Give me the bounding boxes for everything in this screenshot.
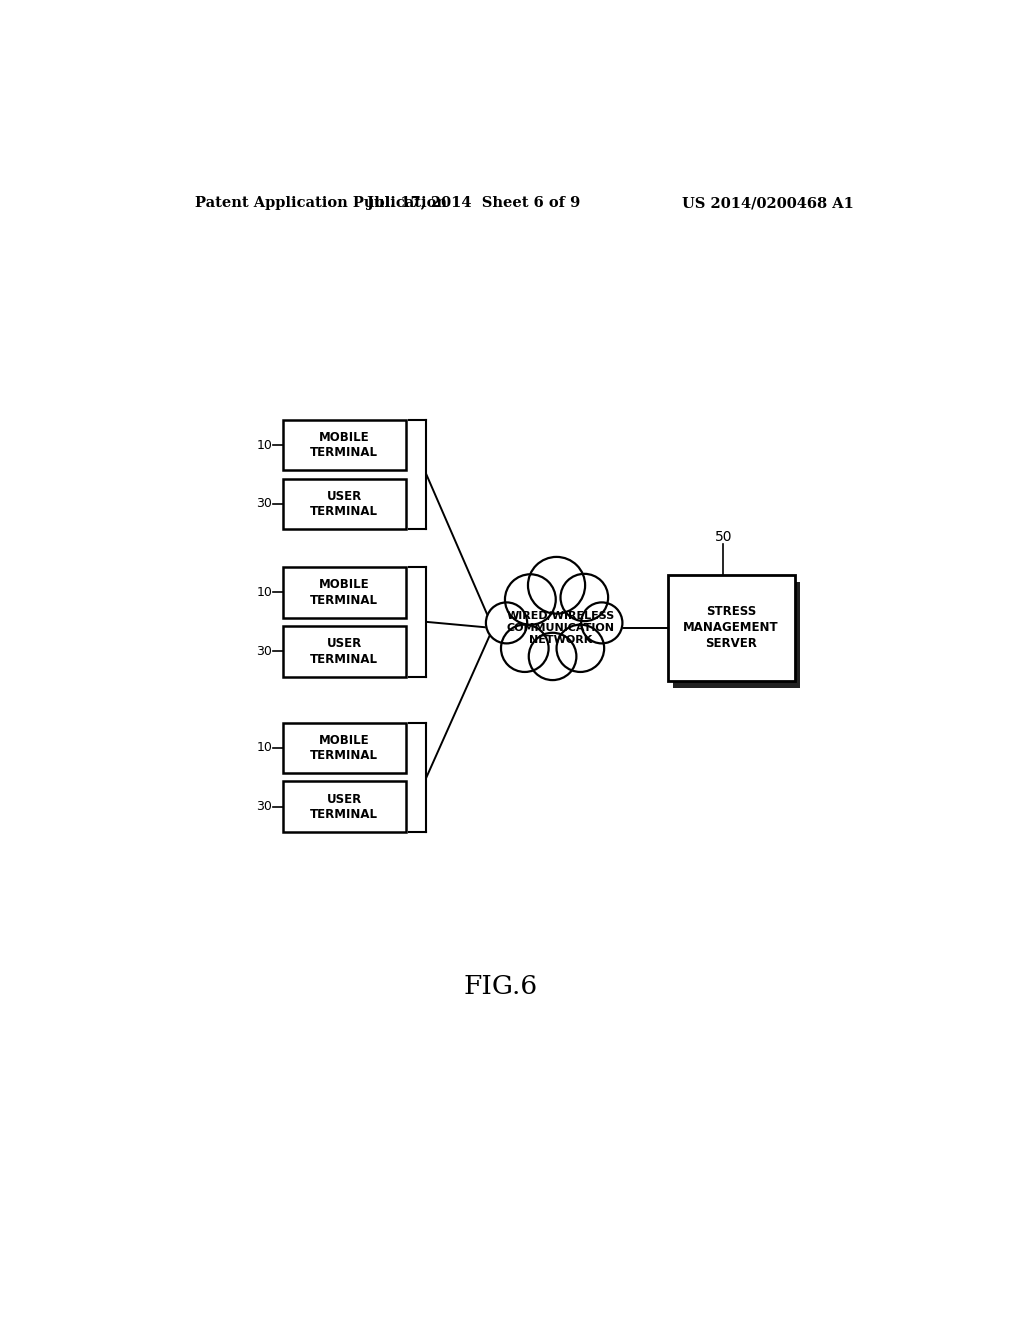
Text: Jul. 17, 2014  Sheet 6 of 9: Jul. 17, 2014 Sheet 6 of 9 xyxy=(367,195,580,210)
Bar xyxy=(673,582,800,689)
Ellipse shape xyxy=(557,624,604,672)
Bar xyxy=(283,781,406,833)
Text: 10: 10 xyxy=(257,586,272,599)
Text: 30: 30 xyxy=(257,498,272,511)
Ellipse shape xyxy=(528,632,577,680)
Text: MOBILE
TERMINAL: MOBILE TERMINAL xyxy=(310,430,378,459)
Ellipse shape xyxy=(582,602,623,643)
Ellipse shape xyxy=(486,602,527,643)
Text: Patent Application Publication: Patent Application Publication xyxy=(196,195,447,210)
Text: WIRED/WIRELESS
COMMUNICATION
NETWORK: WIRED/WIRELESS COMMUNICATION NETWORK xyxy=(507,611,614,645)
Text: 50: 50 xyxy=(715,531,732,544)
Text: USER
TERMINAL: USER TERMINAL xyxy=(310,490,378,519)
Text: 10: 10 xyxy=(257,438,272,451)
Text: FIG.6: FIG.6 xyxy=(464,974,538,999)
Text: MOBILE
TERMINAL: MOBILE TERMINAL xyxy=(310,734,378,762)
Bar xyxy=(283,626,406,677)
Text: STRESS
MANAGEMENT
SERVER: STRESS MANAGEMENT SERVER xyxy=(683,606,779,651)
Ellipse shape xyxy=(501,624,549,672)
Text: USER
TERMINAL: USER TERMINAL xyxy=(310,638,378,665)
Text: 10: 10 xyxy=(257,742,272,755)
Bar xyxy=(283,420,406,470)
Ellipse shape xyxy=(505,574,556,624)
Bar xyxy=(668,574,795,681)
Ellipse shape xyxy=(528,557,585,614)
Text: MOBILE
TERMINAL: MOBILE TERMINAL xyxy=(310,578,378,607)
Bar xyxy=(283,722,406,774)
Bar xyxy=(283,568,406,618)
Text: USER
TERMINAL: USER TERMINAL xyxy=(310,792,378,821)
Text: 30: 30 xyxy=(257,645,272,657)
Ellipse shape xyxy=(560,574,608,622)
Bar xyxy=(283,479,406,529)
Text: 30: 30 xyxy=(257,800,272,813)
Text: US 2014/0200468 A1: US 2014/0200468 A1 xyxy=(682,195,854,210)
